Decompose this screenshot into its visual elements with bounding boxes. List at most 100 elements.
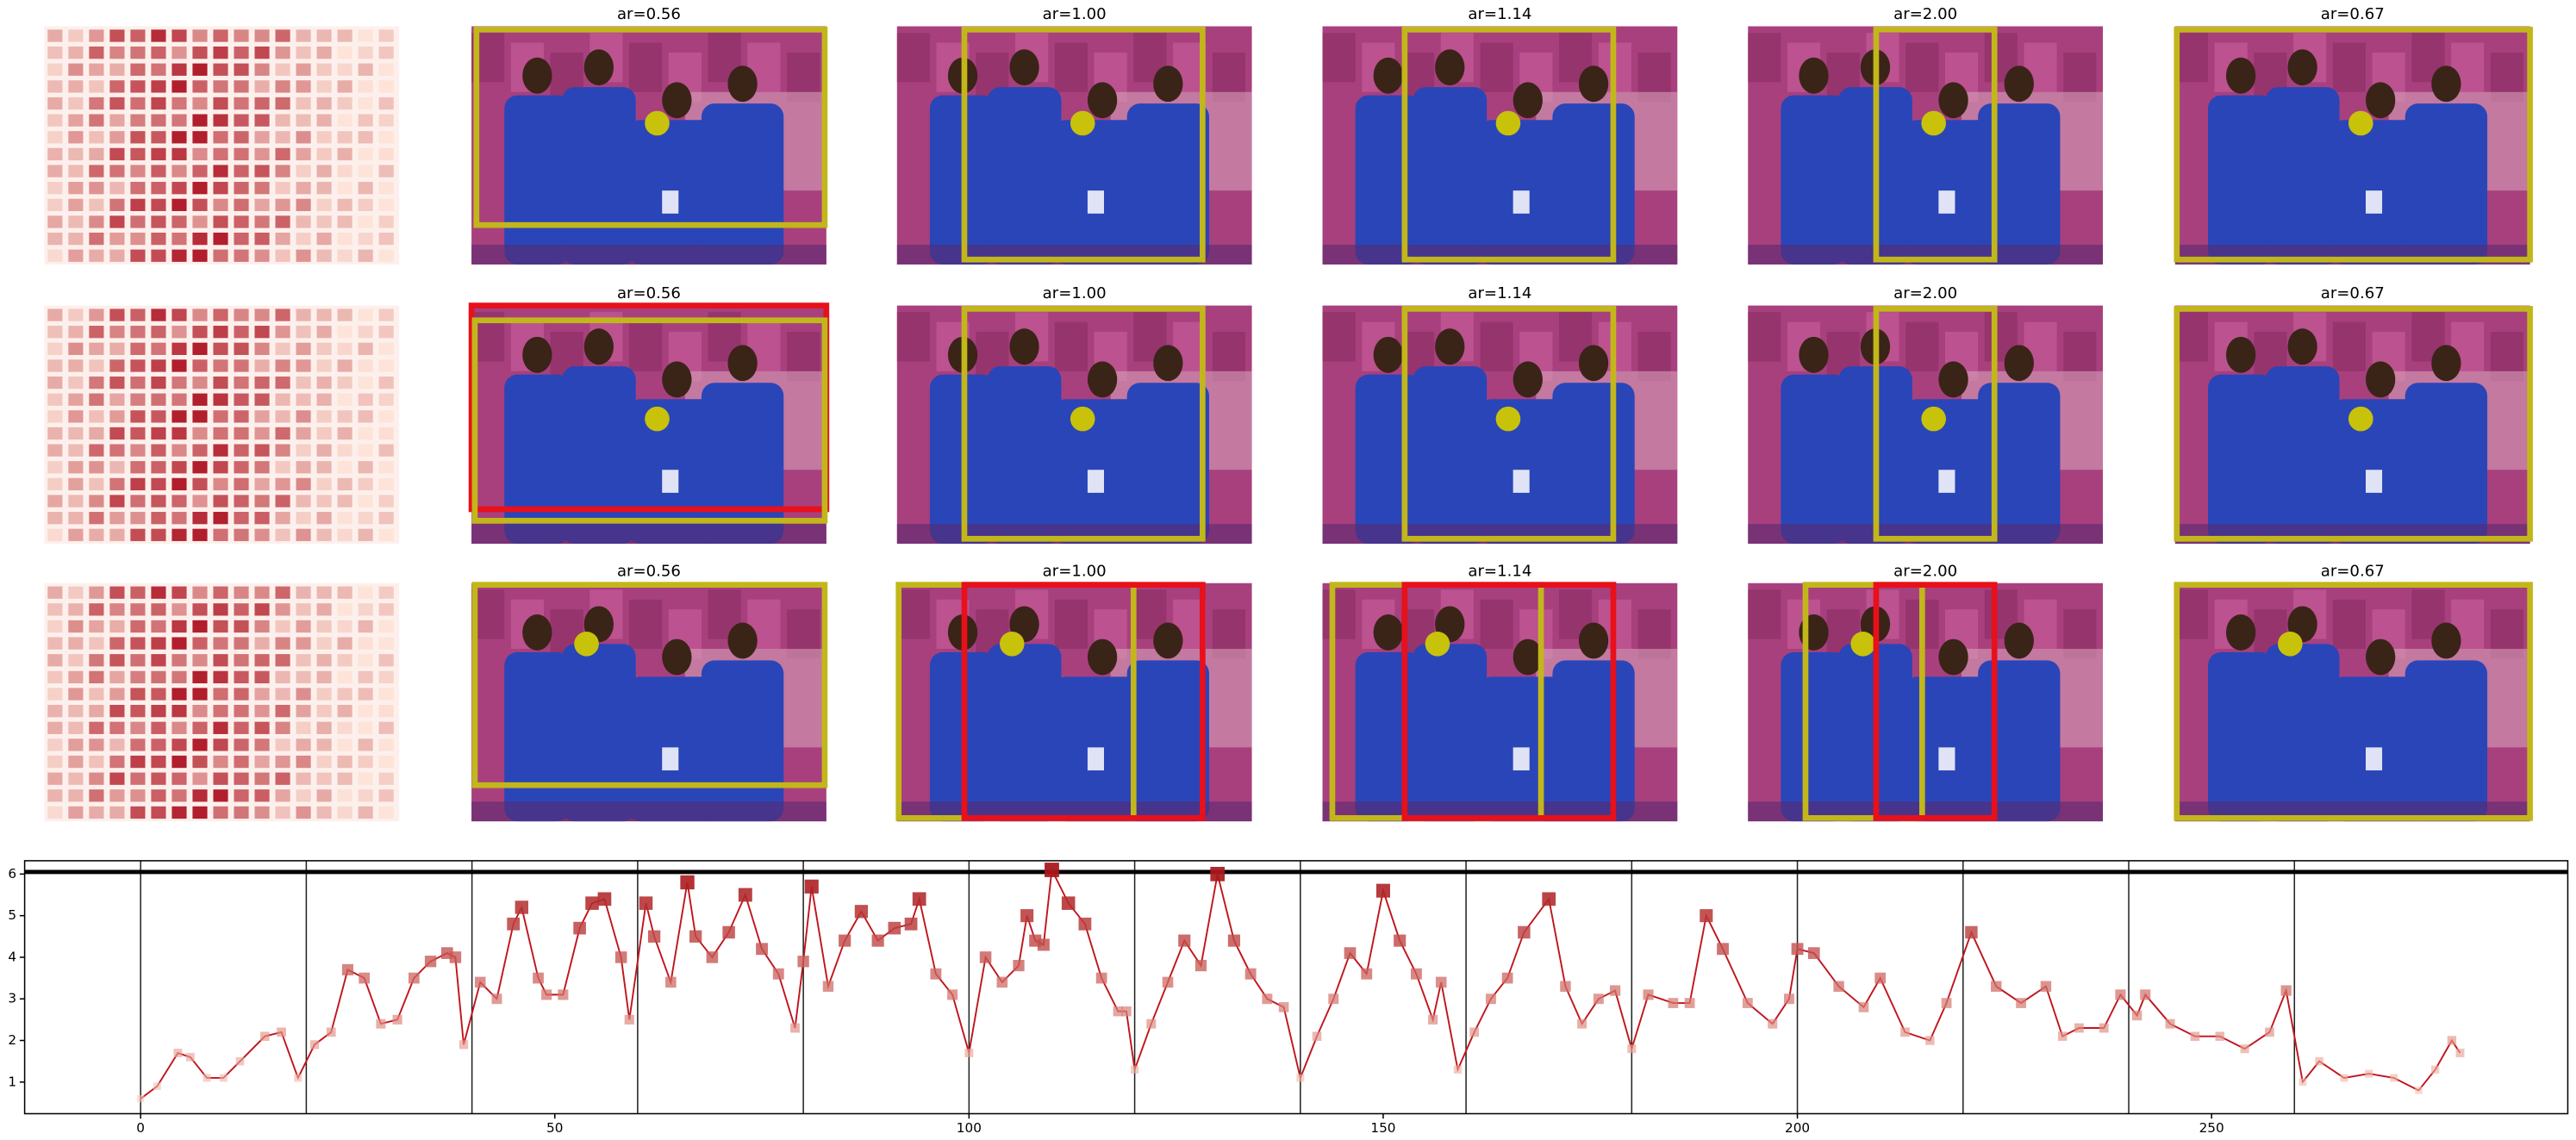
heatmap-cell (337, 46, 352, 59)
crop-box (2174, 27, 2533, 263)
heatmap-cell (213, 326, 228, 339)
data-marker (1410, 968, 1422, 980)
image-panel: ar=1.00 (895, 562, 1252, 822)
x-tick-label: 100 (957, 1120, 982, 1136)
y-tick-label: 6 (8, 866, 16, 881)
heatmap-cell (89, 721, 104, 734)
jersey-number (1087, 470, 1104, 493)
heatmap-cell (109, 182, 125, 195)
heatmap-cell (316, 308, 332, 321)
heatmap-cell (172, 131, 187, 144)
heatmap-cell (213, 512, 228, 525)
heatmap-cell (47, 495, 63, 508)
heatmap-cell (234, 393, 249, 406)
player-body (1781, 374, 1847, 544)
heatmap-cell (316, 97, 332, 110)
heatmap-cell (234, 528, 249, 541)
heatmap-cell (378, 427, 394, 440)
y-tick-label: 1 (8, 1074, 16, 1089)
data-marker (1684, 998, 1695, 1008)
heatmap-cell (68, 620, 84, 633)
data-marker (294, 1074, 303, 1082)
heatmap-cell (109, 376, 125, 389)
heatmap-cell (130, 755, 146, 769)
data-marker (1045, 863, 1059, 877)
heatmap-cell (130, 359, 146, 372)
player-head (662, 361, 692, 398)
heatmap-cell (192, 359, 208, 372)
data-marker (1518, 925, 1531, 939)
data-marker (2455, 1049, 2465, 1057)
data-marker (2057, 1031, 2068, 1041)
crop-box (1802, 582, 1925, 821)
x-tick-label: 250 (2199, 1120, 2224, 1136)
heatmap-cell (254, 215, 270, 228)
data-marker (1227, 934, 1241, 947)
crowd-block (2174, 33, 2208, 83)
heatmap-cell (213, 603, 228, 616)
heatmap-cell (89, 427, 104, 440)
heatmap-cell (192, 705, 208, 718)
player-body (2404, 103, 2488, 265)
panel-title: ar=1.14 (1468, 284, 1531, 302)
heatmap-cell (234, 198, 249, 211)
panel-title: ar=1.14 (1468, 562, 1531, 580)
data-marker (326, 1027, 336, 1037)
heatmap-cell (234, 249, 249, 262)
data-marker (1121, 1006, 1132, 1017)
heatmap-cell (358, 182, 373, 195)
heatmap-cell (192, 806, 208, 819)
heatmap-cell (378, 603, 394, 616)
heatmap-cell (378, 342, 394, 355)
floor (471, 524, 826, 544)
heatmap-cell (337, 165, 352, 178)
player-head (1799, 336, 1829, 373)
heatmap-cell (234, 688, 249, 701)
heatmap-cell (378, 477, 394, 491)
data-marker (341, 963, 353, 975)
heatmap-cell (234, 512, 249, 525)
player-body (1126, 660, 1209, 822)
data-marker (1609, 985, 1621, 996)
heatmap-cell (296, 393, 311, 406)
heatmap-cell (151, 654, 166, 667)
jersey-number (2366, 470, 2383, 493)
panel-title: ar=0.67 (2321, 5, 2385, 23)
jersey-number (1938, 470, 1955, 493)
heatmap-cell (254, 131, 270, 144)
heatmap-cell (254, 477, 270, 491)
data-marker (871, 934, 884, 947)
heatmap-cell (337, 359, 352, 372)
crowd-block (1480, 321, 1513, 371)
heatmap-cell (234, 603, 249, 616)
heatmap-cell (234, 215, 249, 228)
crowd-block (1748, 589, 1781, 639)
jersey-number (1938, 190, 1955, 214)
data-marker (722, 925, 735, 939)
data-marker (1668, 998, 1679, 1008)
heatmap-cell (234, 308, 249, 321)
heatmap-cell (68, 215, 84, 228)
heatmap-cell (275, 46, 290, 59)
heatmap-background (44, 305, 400, 544)
heatmap-cell (213, 131, 228, 144)
heatmap-cell (213, 461, 228, 474)
heatmap-cell (151, 46, 166, 59)
heatmap-cell (130, 46, 146, 59)
heatmap-cell (192, 63, 208, 76)
data-marker (2115, 989, 2126, 1000)
player-head (522, 57, 552, 94)
heatmap-cell (192, 461, 208, 474)
heatmap-cell (378, 29, 394, 42)
heatmap-cell (47, 755, 63, 769)
heatmap-cell (130, 772, 146, 785)
heatmap-cell (151, 80, 166, 93)
heatmap-cell (358, 393, 373, 406)
heatmap-cell (89, 444, 104, 457)
heatmap-cell (172, 721, 187, 734)
heatmap-cell (192, 637, 208, 650)
heatmap-cell (47, 80, 63, 93)
crowd-block (896, 33, 930, 83)
heatmap-cell (213, 198, 228, 211)
data-marker (1194, 959, 1207, 972)
